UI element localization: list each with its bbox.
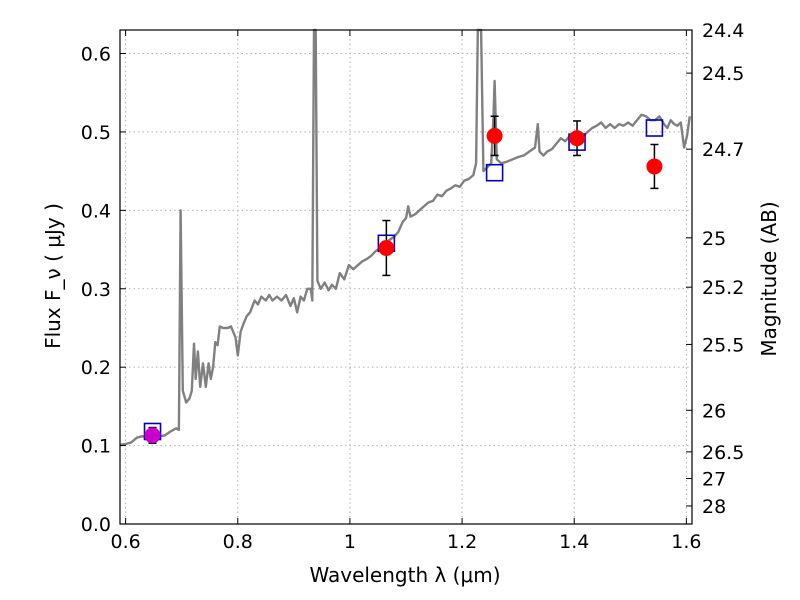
template-spectrum-series <box>119 28 691 446</box>
right-tick-label: 24.4 <box>702 20 744 42</box>
x-tick-label: 1.2 <box>447 531 477 553</box>
y-tick-label: 0.0 <box>81 514 111 536</box>
y-tick-label: 0.6 <box>81 44 111 66</box>
y-tick-label: 0.3 <box>81 279 111 301</box>
observed-point-marker <box>646 158 663 175</box>
right-tick-label: 24.7 <box>702 139 744 161</box>
model-square-marker <box>645 119 664 137</box>
right-tick-label: 24.5 <box>702 63 744 85</box>
y-tick-label: 0.2 <box>81 357 111 379</box>
x-tick-label: 1.6 <box>671 531 701 553</box>
x-tick-label: 0.6 <box>110 531 140 553</box>
x-tick-label: 1.4 <box>559 531 589 553</box>
model-square-marker <box>485 163 504 182</box>
model-photometry-series <box>143 119 664 441</box>
y-tick-label: 0.1 <box>81 436 111 458</box>
x-axis-label: Wavelength λ (μm) <box>309 563 500 587</box>
right-tick-label: 27 <box>702 469 726 491</box>
right-tick-label: 28 <box>702 496 726 518</box>
right-tick-label: 25 <box>702 228 726 250</box>
y-tick-label: 0.4 <box>81 200 111 222</box>
grid-lines <box>120 30 692 525</box>
y-tick-label: 0.5 <box>81 122 111 144</box>
observed-point-marker <box>486 127 503 144</box>
x-tick-label: 0.8 <box>223 531 253 553</box>
right-tick-label: 25.2 <box>702 277 744 299</box>
right-tick-label: 26.5 <box>702 442 744 464</box>
observed-point-marker <box>144 427 161 444</box>
right-axis-label: Magnitude (AB) <box>757 201 781 356</box>
x-tick-label: 1 <box>344 531 356 553</box>
right-tick-label: 25.5 <box>702 334 744 356</box>
observed-photometry-series <box>144 115 663 444</box>
plot-frame <box>119 29 693 525</box>
observed-point-marker <box>378 239 395 256</box>
right-tick-label: 26 <box>702 400 726 422</box>
y-axis-label: Flux F_ν ( μJy ) <box>41 203 65 349</box>
axis-ticks: 0.6 0.8 1 1.2 1.4 1.6 0.0 0.1 0.2 0.3 0.4 0.5 0.6 24.… <box>81 20 745 553</box>
observed-point-marker <box>569 130 586 147</box>
spectrum-line <box>119 28 691 446</box>
